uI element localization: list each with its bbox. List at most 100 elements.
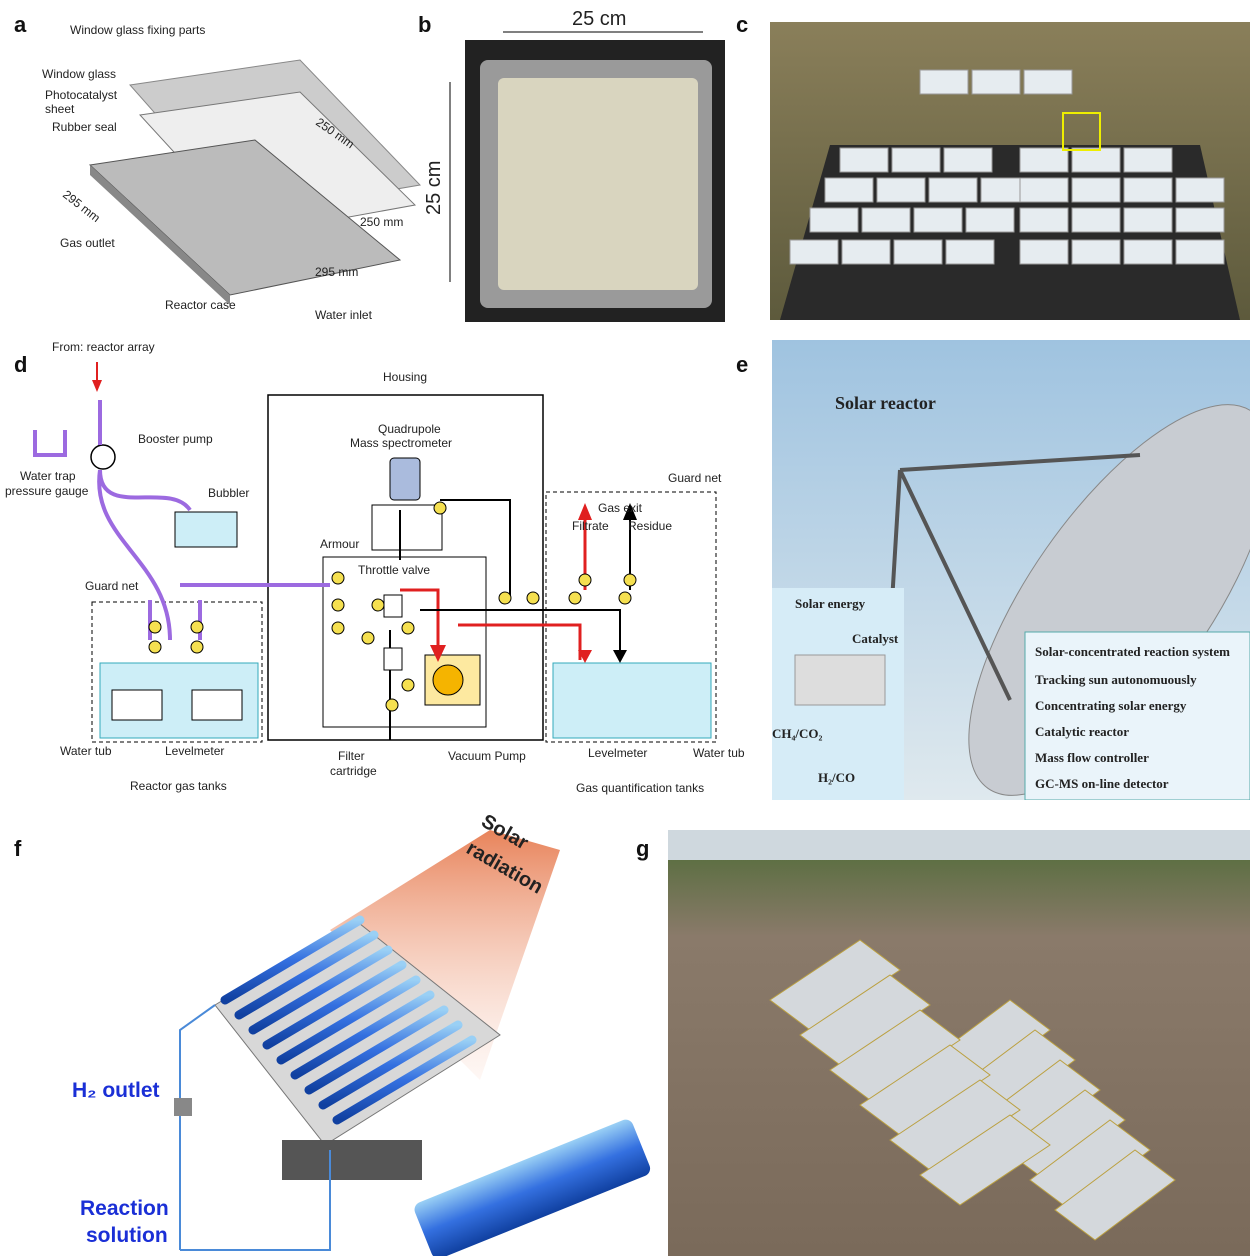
radiation-beam bbox=[330, 830, 560, 1080]
label: Filter bbox=[338, 749, 365, 763]
trough bbox=[889, 1079, 1021, 1171]
arrow bbox=[92, 380, 102, 392]
valve bbox=[190, 620, 204, 634]
mass-spectrometer bbox=[389, 457, 421, 501]
label: solution bbox=[86, 1224, 168, 1247]
bullet: GC-MS on-line detector bbox=[1035, 776, 1169, 791]
inset-label: CH₄/CO₂ bbox=[772, 726, 823, 741]
inset-label: Catalyst bbox=[852, 631, 899, 646]
label: cartridge bbox=[330, 764, 377, 778]
label: Reaction bbox=[80, 1197, 169, 1220]
dimension: 25 cm bbox=[572, 8, 626, 30]
label: Throttle valve bbox=[358, 563, 430, 577]
trough bbox=[1029, 1119, 1151, 1211]
label: Guard net bbox=[668, 471, 722, 485]
label: Bubbler bbox=[208, 486, 249, 500]
reactor-array bbox=[1175, 177, 1225, 203]
label: Booster pump bbox=[138, 432, 213, 446]
valve bbox=[385, 698, 399, 712]
bullet: Catalytic reactor bbox=[1035, 724, 1129, 739]
label: Levelmeter bbox=[165, 744, 224, 758]
sheet bbox=[498, 78, 698, 290]
water-trap bbox=[33, 430, 67, 457]
reactor-side bbox=[90, 165, 230, 305]
reactor-array bbox=[1123, 207, 1173, 233]
label: Mass spectrometer bbox=[350, 436, 452, 450]
valves bbox=[148, 501, 637, 712]
inset-label: Solar energy bbox=[795, 596, 866, 611]
valve bbox=[401, 621, 415, 635]
ms-stand bbox=[371, 504, 443, 551]
bullet: Tracking sun autonomuously bbox=[1035, 672, 1197, 687]
purple-tubing bbox=[97, 400, 330, 641]
guard-net bbox=[91, 601, 263, 743]
reactor-array bbox=[1071, 147, 1121, 173]
label: H₂ outlet bbox=[72, 1079, 160, 1102]
reactor-array bbox=[945, 239, 995, 265]
housing bbox=[267, 394, 544, 741]
valve bbox=[148, 620, 162, 634]
reactor-array bbox=[928, 177, 978, 203]
dimension: 250 mm bbox=[360, 215, 403, 229]
guard-net bbox=[545, 491, 717, 743]
reactor-array bbox=[943, 147, 993, 173]
highlight bbox=[1062, 112, 1101, 151]
filter bbox=[383, 594, 403, 618]
tube bbox=[262, 960, 407, 1050]
outlet-box bbox=[174, 1098, 192, 1116]
trough bbox=[829, 1009, 961, 1101]
box-title: Solar-concentrated reaction system bbox=[1035, 644, 1230, 659]
tube bbox=[290, 990, 435, 1080]
tube bbox=[248, 945, 393, 1035]
panel-label: a bbox=[14, 12, 27, 37]
valve bbox=[618, 591, 632, 605]
panel-g: g bbox=[636, 830, 1250, 1256]
panel-label: e bbox=[736, 352, 748, 377]
valve bbox=[361, 631, 375, 645]
trough bbox=[1054, 1149, 1176, 1241]
booster-pump bbox=[90, 444, 116, 470]
reactor-array bbox=[891, 147, 941, 173]
label: Filtrate bbox=[572, 519, 609, 533]
panel-label: g bbox=[636, 836, 649, 861]
bullet: Mass flow controller bbox=[1035, 750, 1149, 765]
reactor-arrays bbox=[789, 69, 1225, 265]
valve bbox=[578, 573, 592, 587]
valve bbox=[148, 640, 162, 654]
valve bbox=[331, 571, 345, 585]
panel-a: a Window glass fixing parts Window glass… bbox=[14, 12, 422, 322]
panel-label: d bbox=[14, 352, 27, 377]
label: From: reactor array bbox=[52, 340, 155, 354]
info-box bbox=[1024, 631, 1250, 800]
bubbler bbox=[174, 511, 238, 548]
base bbox=[282, 1140, 422, 1180]
reactor-array bbox=[1071, 239, 1121, 265]
title: Solar reactor bbox=[835, 393, 936, 413]
reactor-array bbox=[789, 239, 839, 265]
label: Water tub bbox=[693, 746, 745, 760]
reactor-array bbox=[1019, 177, 1069, 203]
pump-rotor bbox=[432, 664, 464, 696]
trough bbox=[799, 974, 931, 1066]
reactor-array bbox=[1123, 147, 1173, 173]
trough bbox=[859, 1044, 991, 1136]
black-arrow bbox=[613, 503, 637, 663]
trough bbox=[919, 1114, 1051, 1206]
part-label: sheet bbox=[45, 102, 75, 116]
water-tub bbox=[552, 662, 712, 739]
bullet-list: Tracking sun autonomuously Concentrating … bbox=[1035, 672, 1197, 791]
panel-f: f Solar radiation H₂ outlet Reaction sol… bbox=[14, 810, 651, 1256]
red-line bbox=[400, 515, 587, 660]
panel-b: b 25 cm 25 cm bbox=[418, 8, 725, 322]
reactor-array bbox=[919, 69, 969, 95]
inset-label: H₂/CO bbox=[818, 770, 855, 785]
reactor-array bbox=[1175, 207, 1225, 233]
reactor-array bbox=[861, 207, 911, 233]
part-label: Rubber seal bbox=[52, 120, 117, 134]
part-label: Photocatalyst bbox=[45, 88, 118, 102]
panel-d: d From: reactor array Housing Booster pu… bbox=[5, 340, 745, 795]
troughs bbox=[668, 830, 1250, 1241]
trough bbox=[769, 939, 901, 1031]
bullet: Concentrating solar energy bbox=[1035, 698, 1187, 713]
filter bbox=[383, 647, 403, 671]
